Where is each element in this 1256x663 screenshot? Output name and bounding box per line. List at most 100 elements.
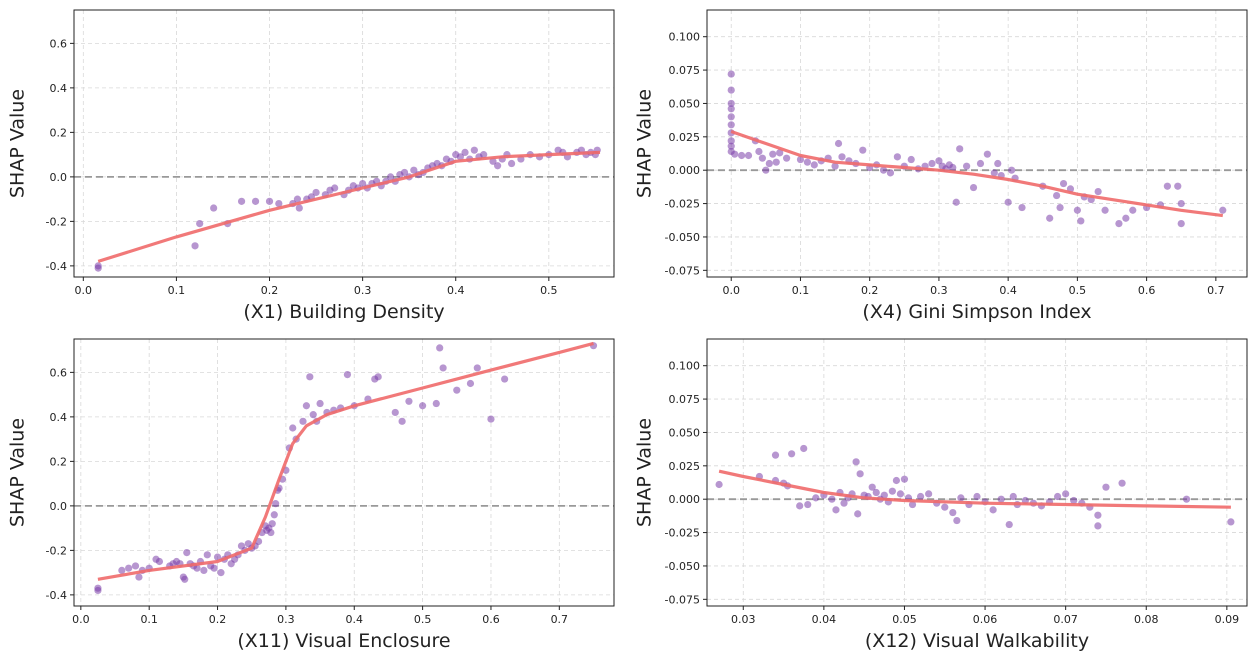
scatter-point	[432, 399, 440, 408]
scatter-point	[1094, 187, 1102, 196]
scatter-point	[200, 566, 208, 575]
y-tick-label: 0.100	[669, 31, 701, 44]
scatter-point	[470, 146, 478, 154]
scatter-point	[1177, 220, 1185, 228]
y-tick-label: -0.075	[665, 264, 700, 277]
scatter-point	[852, 458, 860, 466]
x-tick-label: 0.1	[792, 284, 810, 297]
scatter-point	[466, 379, 475, 388]
trend-curve	[97, 341, 594, 581]
plot-frame	[706, 338, 1248, 607]
x-tick-label: 0.6	[482, 613, 500, 626]
x-tick-label: 0.07	[1053, 613, 1078, 626]
scatter-point	[963, 162, 971, 170]
scatter-point	[193, 564, 201, 572]
scatter-point	[727, 99, 735, 108]
scatter-point	[316, 399, 324, 408]
scatter-point	[456, 153, 464, 161]
scatter-point	[265, 197, 274, 205]
scatter-point	[1053, 492, 1062, 501]
scatter-point	[771, 451, 780, 459]
x-tick-label: 0.6	[1138, 284, 1156, 297]
scatter-point	[783, 154, 791, 162]
scatter-point	[501, 375, 509, 383]
scatter-point	[880, 491, 888, 499]
scatter-point	[1094, 511, 1102, 519]
panel-gini-simpson-index: 0.0 0.1 0.2 0.3 0.4 0.5 0.6 0.7 0.100 0.075 0.050 0…	[634, 9, 1248, 323]
scatter-point	[908, 500, 917, 509]
scatter-point	[487, 415, 495, 423]
scatter-point	[928, 159, 936, 168]
scatter-point	[1070, 496, 1078, 505]
trend-curve	[718, 469, 1231, 509]
y-tick-label: -0.075	[665, 593, 700, 606]
scatter-point	[803, 158, 811, 166]
scatter-point	[832, 506, 840, 514]
scatter-point	[213, 553, 222, 561]
scatter-point	[251, 197, 260, 205]
scatter-point	[834, 139, 843, 148]
scatter-point	[810, 161, 818, 169]
scatter-point	[453, 386, 461, 394]
scatter-point	[1056, 203, 1064, 212]
scatter-point	[893, 153, 901, 161]
scatter-point	[272, 500, 280, 508]
y-axis-label: SHAP Value	[634, 89, 656, 198]
scatter-point	[1102, 483, 1110, 491]
y-tick-label: 0.4	[50, 411, 68, 424]
x-tick-label: 0.4	[999, 284, 1017, 297]
scatter-point	[210, 564, 218, 572]
scatter-point	[400, 168, 409, 177]
scatter-point	[293, 195, 302, 203]
x-tick-label: 0.4	[346, 613, 364, 626]
y-axis-label: SHAP Value	[7, 89, 29, 198]
y-tick-label: 0.0	[50, 500, 68, 513]
y-tick-label: 0.025	[669, 131, 701, 144]
scatter-point	[302, 402, 311, 410]
scatter-point	[191, 242, 199, 250]
scatter-point	[306, 373, 314, 381]
x-tick-label: 0.09	[1215, 613, 1240, 626]
scatter-point	[419, 402, 427, 410]
panel-building-density: 0.0 0.1 0.2 0.3 0.4 0.5 -0.4 -0.2 0.0 0.2 0.4 0.6 (X…	[7, 9, 615, 323]
scatter-point	[900, 475, 909, 483]
y-tick-label: 0.6	[50, 366, 68, 379]
scatter-point	[776, 149, 784, 157]
y-tick-label: 0.2	[50, 126, 68, 139]
y-tick-label: 0.100	[669, 360, 701, 373]
scatter-point	[916, 492, 925, 501]
scatter-point	[391, 408, 399, 417]
scatter-point	[374, 373, 382, 381]
scatter-point	[94, 262, 102, 270]
y-tick-label: -0.050	[665, 560, 700, 573]
scatter-point	[727, 70, 735, 78]
scatter-point	[1009, 492, 1017, 501]
plot-frame	[73, 338, 615, 607]
scatter-point	[727, 86, 735, 94]
y-tick-label: -0.2	[46, 215, 67, 228]
scatter-point	[838, 153, 846, 161]
scatter-point	[217, 569, 225, 577]
scatter-point	[1004, 198, 1012, 206]
scatter-point	[1182, 495, 1191, 503]
scatter-point	[886, 169, 895, 177]
scatter-point	[289, 424, 297, 432]
scatter-point	[210, 204, 218, 212]
scatter-point	[952, 198, 960, 206]
scatter-point	[800, 444, 808, 453]
scatter-point	[1122, 214, 1130, 222]
scatter-point	[1005, 520, 1013, 529]
scatter-point	[461, 148, 469, 156]
y-tick-label: -0.025	[665, 198, 700, 211]
y-tick-label: 0.000	[669, 493, 701, 506]
scatter-point	[1177, 199, 1185, 208]
scatter-point	[1227, 518, 1235, 526]
x-axis-label: (X4) Gini Simpson Index	[862, 301, 1091, 323]
scatter-point	[94, 586, 102, 595]
scatter-point	[788, 450, 796, 458]
scatter-point	[896, 490, 905, 498]
x-tick-label: 0.2	[209, 613, 227, 626]
y-axis-label: SHAP Value	[634, 418, 656, 527]
scatter-point	[727, 137, 735, 145]
